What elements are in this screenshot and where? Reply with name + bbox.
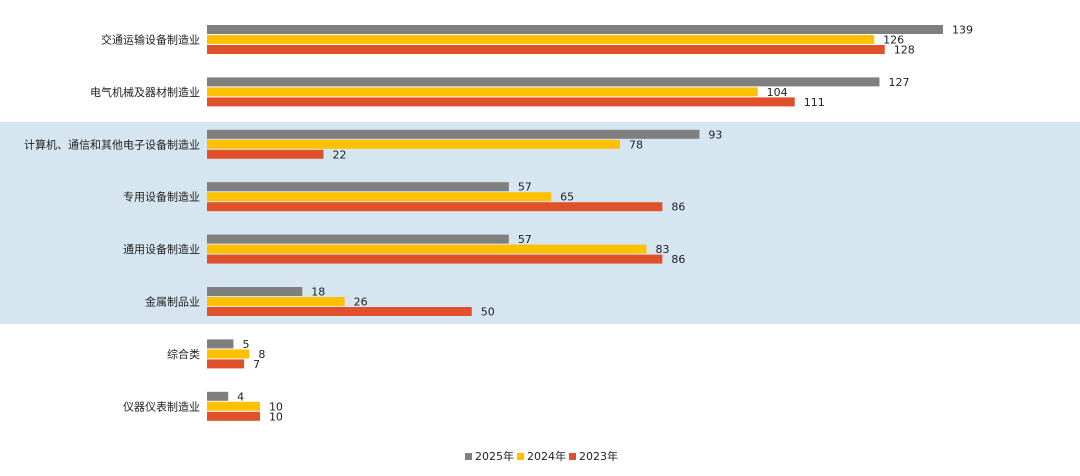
data-label: 127: [888, 76, 909, 89]
data-label: 93: [708, 128, 722, 141]
bar: [207, 287, 303, 296]
bar: [207, 411, 260, 421]
data-label: 83: [655, 243, 669, 256]
category-label: 电气机械及器材制造业: [90, 85, 200, 99]
data-label: 10: [269, 400, 283, 413]
bar: [207, 97, 795, 107]
bar: [207, 307, 472, 316]
category-label: 通用设备制造业: [123, 242, 200, 256]
bar: [207, 87, 758, 97]
category-label: 专用设备制造业: [123, 190, 200, 204]
bar: [207, 129, 700, 139]
bar: [207, 139, 621, 149]
data-label: 86: [671, 253, 685, 266]
data-label: 78: [629, 138, 643, 151]
legend-swatch: [465, 453, 472, 460]
bar: [207, 297, 345, 306]
category-label: 金属制品业: [145, 295, 200, 309]
data-label: 5: [242, 338, 249, 351]
bar: [207, 391, 229, 401]
bar: [207, 349, 250, 359]
data-label: 4: [237, 390, 244, 403]
data-label: 128: [894, 44, 915, 57]
legend-swatch: [569, 453, 576, 460]
legend-label: 2025年: [475, 449, 514, 463]
bar: [207, 234, 509, 244]
bar: [207, 192, 552, 202]
bar: [207, 339, 234, 349]
legend-label: 2023年: [579, 449, 618, 463]
data-label: 18: [311, 286, 325, 299]
category-label: 计算机、通信和其他电子设备制造业: [24, 137, 200, 151]
bar: [207, 45, 885, 54]
category-label: 仪器仪表制造业: [123, 399, 200, 413]
data-label: 111: [804, 96, 825, 109]
bar: [207, 25, 943, 34]
data-label: 126: [883, 34, 904, 47]
highlight-band: [0, 121, 1080, 324]
data-label: 7: [253, 358, 260, 371]
bar: [207, 77, 880, 87]
data-label: 10: [269, 410, 283, 423]
data-label: 104: [767, 86, 788, 99]
bar: [207, 182, 509, 192]
data-label: 86: [671, 201, 685, 214]
bar: [207, 401, 260, 411]
bar: [207, 202, 663, 212]
bar: [207, 244, 647, 254]
data-label: 50: [481, 306, 495, 319]
bar: [207, 254, 663, 264]
data-label: 65: [560, 191, 574, 204]
legend-label: 2024年: [527, 449, 566, 463]
bar: [207, 149, 324, 159]
bar: [207, 35, 875, 44]
data-label: 139: [952, 24, 973, 37]
data-label: 22: [332, 148, 346, 161]
data-label: 8: [258, 348, 265, 361]
data-label: 57: [518, 233, 532, 246]
data-label: 57: [518, 181, 532, 194]
data-label: 26: [354, 296, 368, 309]
category-label: 交通运输设备制造业: [101, 33, 200, 47]
category-label: 综合类: [167, 347, 200, 361]
legend-swatch: [517, 453, 524, 460]
bar: [207, 359, 245, 369]
